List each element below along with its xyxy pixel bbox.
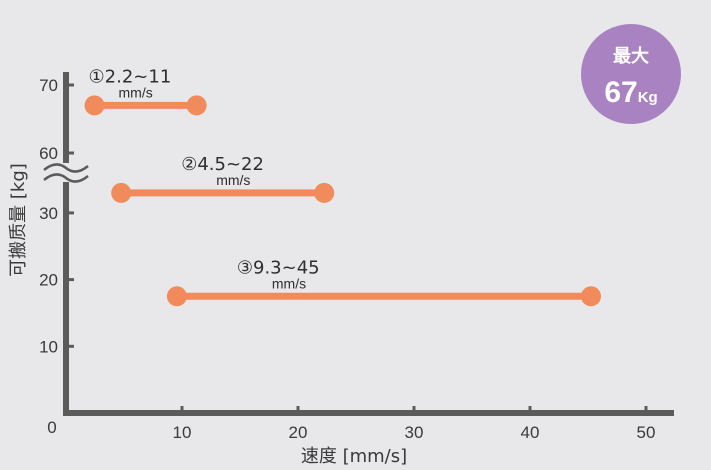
badge-value: 67 [604,76,637,109]
badge-unit: Kg [638,89,658,106]
range-bar-end-dot [186,95,207,116]
ticks: 10 20 30 40 50 70 60 30 20 10 [39,76,655,442]
y-tick-label: 20 [39,271,58,290]
badge-value-line: 67Kg [604,76,657,109]
x-tick-label: 20 [289,423,308,442]
x-tick-label: 10 [173,423,192,442]
range-unit-label: mm/s [272,275,306,291]
range-label: ②4.5~22 [181,154,264,175]
origin-tick-label: 0 [47,418,56,437]
range-unit-label: mm/s [216,172,250,188]
range-bars [84,95,601,307]
range-bar-end-dot [581,286,601,307]
badge-circle [581,24,681,124]
y-tick-label: 30 [39,204,58,223]
range-unit-label: mm/s [119,84,153,100]
badge-top-label: 最大 [613,45,649,67]
axis-break-mark-top [43,163,89,173]
y-axis-title: 可搬质量 [kg] [8,163,29,277]
x-tick-label: 30 [405,423,424,442]
range-bar-end-dot [314,182,335,203]
x-axis-title: 速度 [mm/s] [301,446,407,467]
max-load-badge: 最大 67Kg [581,24,681,124]
range-bar-start-dot [166,286,187,307]
range-bar-start-dot [84,95,105,116]
axis-break-mark-bottom [43,173,89,183]
y-tick-label: 60 [39,144,58,163]
range-label: ③9.3~45 [237,257,320,278]
axes [43,72,674,416]
x-tick-label: 50 [637,423,656,442]
range-bar-start-dot [111,182,132,203]
y-tick-label: 10 [39,337,58,356]
range-label: ①2.2~11 [89,66,172,87]
y-tick-label: 70 [39,76,58,95]
x-tick-label: 40 [521,423,540,442]
